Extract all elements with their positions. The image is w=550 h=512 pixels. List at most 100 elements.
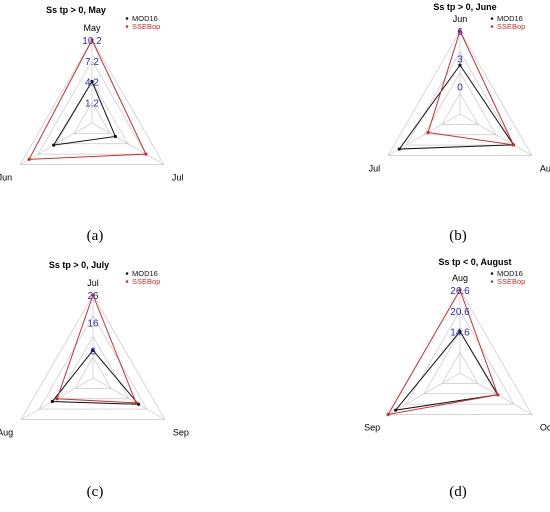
axis-label-sep: Sep	[364, 423, 380, 433]
axis-label-sep: Sep	[173, 428, 189, 438]
series-mod16-polygon	[394, 330, 499, 411]
tick-label: 26.6	[450, 286, 470, 297]
point-ssebop-jul	[426, 130, 430, 135]
axis-label-jul: Jul	[87, 278, 99, 288]
legend-marker-ssebop	[490, 25, 494, 28]
tick-label: 1.2	[85, 98, 99, 109]
point-ssebop-jun	[458, 29, 462, 33]
legend-label-mod16: MOD16	[132, 14, 158, 23]
point-mod16-sep	[394, 408, 398, 412]
grid-ring-4	[19, 39, 165, 165]
legend-marker-mod16	[125, 17, 129, 20]
point-ssebop-oct	[496, 393, 500, 397]
legend-label-mod16: MOD16	[497, 269, 523, 278]
chart-title: Ss tp < 0, August	[439, 257, 512, 267]
tick-label: 6	[90, 346, 96, 357]
grid-ring-4	[20, 294, 166, 420]
point-ssebop-jun	[27, 157, 31, 161]
axis-label-aug: Aug	[452, 273, 468, 283]
point-ssebop-jul	[144, 152, 148, 156]
grid-ring-3	[37, 60, 147, 155]
series-ssebop-polygon	[28, 38, 147, 160]
legend-label-mod16: MOD16	[132, 269, 158, 278]
tick-label: 0	[457, 82, 463, 93]
spoke-sep	[387, 372, 461, 415]
grid-ring-1	[441, 92, 479, 125]
grid-ring-3	[405, 51, 515, 146]
chart-title: Ss tp > 0, July	[49, 260, 109, 270]
axis-label-aug: Aug	[540, 164, 550, 174]
legend-marker-mod16	[490, 272, 494, 275]
point-ssebop-aug	[511, 143, 516, 147]
grid-ring-1	[73, 101, 111, 134]
point-mod16-jul	[113, 134, 117, 139]
axis-label-may: May	[83, 23, 101, 33]
point-mod16-sep	[136, 402, 141, 406]
series-ssebop-polygon	[427, 29, 515, 146]
point-ssebop-jul	[91, 293, 95, 297]
tick-label: 3	[457, 55, 463, 66]
axis-label-jul: Jul	[172, 173, 184, 183]
axis-label-oct: Oct	[540, 423, 550, 433]
panel-label: (d)	[449, 484, 467, 500]
panel-label: (c)	[87, 484, 104, 500]
grid-ring-2	[55, 80, 129, 145]
spoke-jun	[19, 122, 93, 165]
legend-label-ssebop: SSEBop	[497, 22, 525, 31]
panel-label: (a)	[87, 228, 104, 244]
grid-ring-4	[387, 30, 533, 156]
grid-ring-1	[441, 351, 479, 384]
series-ssebop-polygon	[56, 293, 137, 404]
axis-label-aug: Aug	[0, 428, 13, 438]
legend-marker-mod16	[125, 272, 129, 275]
radar-panel-4: 26.6 20.6 14.6 Aug Sep Oct Ss tp < 0, August MO…	[364, 257, 550, 500]
spoke-aug	[459, 113, 533, 156]
legend-label-ssebop: SSEBop	[132, 277, 160, 286]
chart-title: Ss tp > 0, June	[433, 2, 496, 12]
point-mod16-aug	[458, 329, 462, 334]
point-ssebop-sep	[386, 412, 390, 417]
series-mod16-polygon	[52, 80, 117, 146]
tick-label: 14.6	[450, 328, 470, 339]
series-ssebop-polygon	[387, 288, 499, 416]
tick-label: 7.2	[85, 57, 99, 68]
radar-panel-3: 26 16 6 Jul Aug Sep Ss tp > 0, July MOD16SSEBop…	[0, 260, 189, 500]
radar-panel-1: 10.2 7.2 4.2 1.2 May Jun Jul Ss tp > 0, May MOD1…	[0, 5, 183, 244]
tick-label: 10.2	[82, 36, 102, 47]
point-mod16-jul	[397, 147, 401, 151]
point-mod16-jun	[458, 63, 462, 67]
grid-ring-1	[74, 356, 112, 389]
legend-label-ssebop: SSEBop	[497, 277, 525, 286]
point-mod16-aug	[50, 399, 54, 404]
legend-label-ssebop: SSEBop	[132, 22, 160, 31]
series-mod16-polygon	[398, 64, 515, 150]
point-mod16-may	[90, 79, 94, 84]
legend-marker-mod16	[490, 17, 494, 20]
axis-label-jul: Jul	[369, 164, 381, 174]
spoke-oct	[459, 372, 533, 415]
point-ssebop-aug	[55, 397, 59, 401]
panel-label: (b)	[449, 228, 467, 244]
tick-label: 20.6	[450, 307, 470, 318]
point-ssebop-sep	[134, 401, 138, 405]
spoke-jul	[91, 122, 165, 165]
legend-label-mod16: MOD16	[497, 14, 523, 23]
legend-marker-ssebop	[125, 25, 129, 28]
point-mod16-jun	[52, 143, 56, 147]
tick-label: 4.2	[85, 78, 99, 89]
axis-label-jun: Jun	[453, 14, 468, 24]
tick-label: 16	[87, 319, 99, 330]
grid-ring-2	[423, 330, 497, 395]
series-mod16-polygon	[51, 349, 140, 405]
chart-title: Ss tp > 0, May	[46, 5, 106, 15]
point-mod16-jul	[91, 348, 95, 352]
grid-ring-2	[56, 335, 130, 400]
point-ssebop-may	[90, 38, 94, 42]
legend-marker-ssebop	[125, 280, 129, 283]
spoke-sep	[92, 377, 166, 420]
point-ssebop-aug	[458, 288, 462, 292]
tick-label: 26	[87, 291, 99, 302]
tick-label: 6	[457, 27, 463, 38]
